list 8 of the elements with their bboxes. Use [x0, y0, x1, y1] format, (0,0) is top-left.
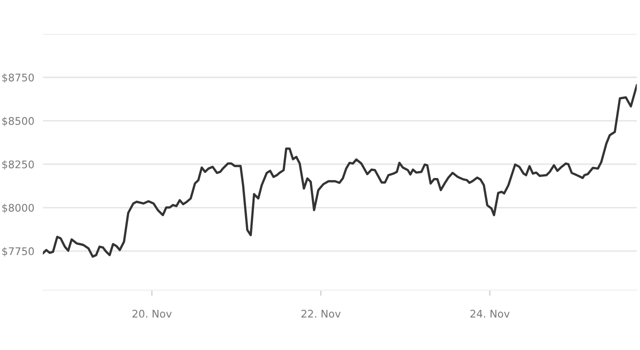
y-tick-label: $8750	[2, 73, 34, 83]
x-tick-label: 22. Nov	[301, 310, 341, 318]
y-tick-label: $8250	[2, 160, 34, 170]
x-tick-label: 24. Nov	[470, 310, 510, 318]
x-tick-label: 20. Nov	[132, 310, 172, 318]
y-tick-label: $8000	[2, 204, 34, 214]
y-tick-label: $7750	[2, 247, 34, 257]
y-tick-label: $8500	[2, 116, 34, 126]
